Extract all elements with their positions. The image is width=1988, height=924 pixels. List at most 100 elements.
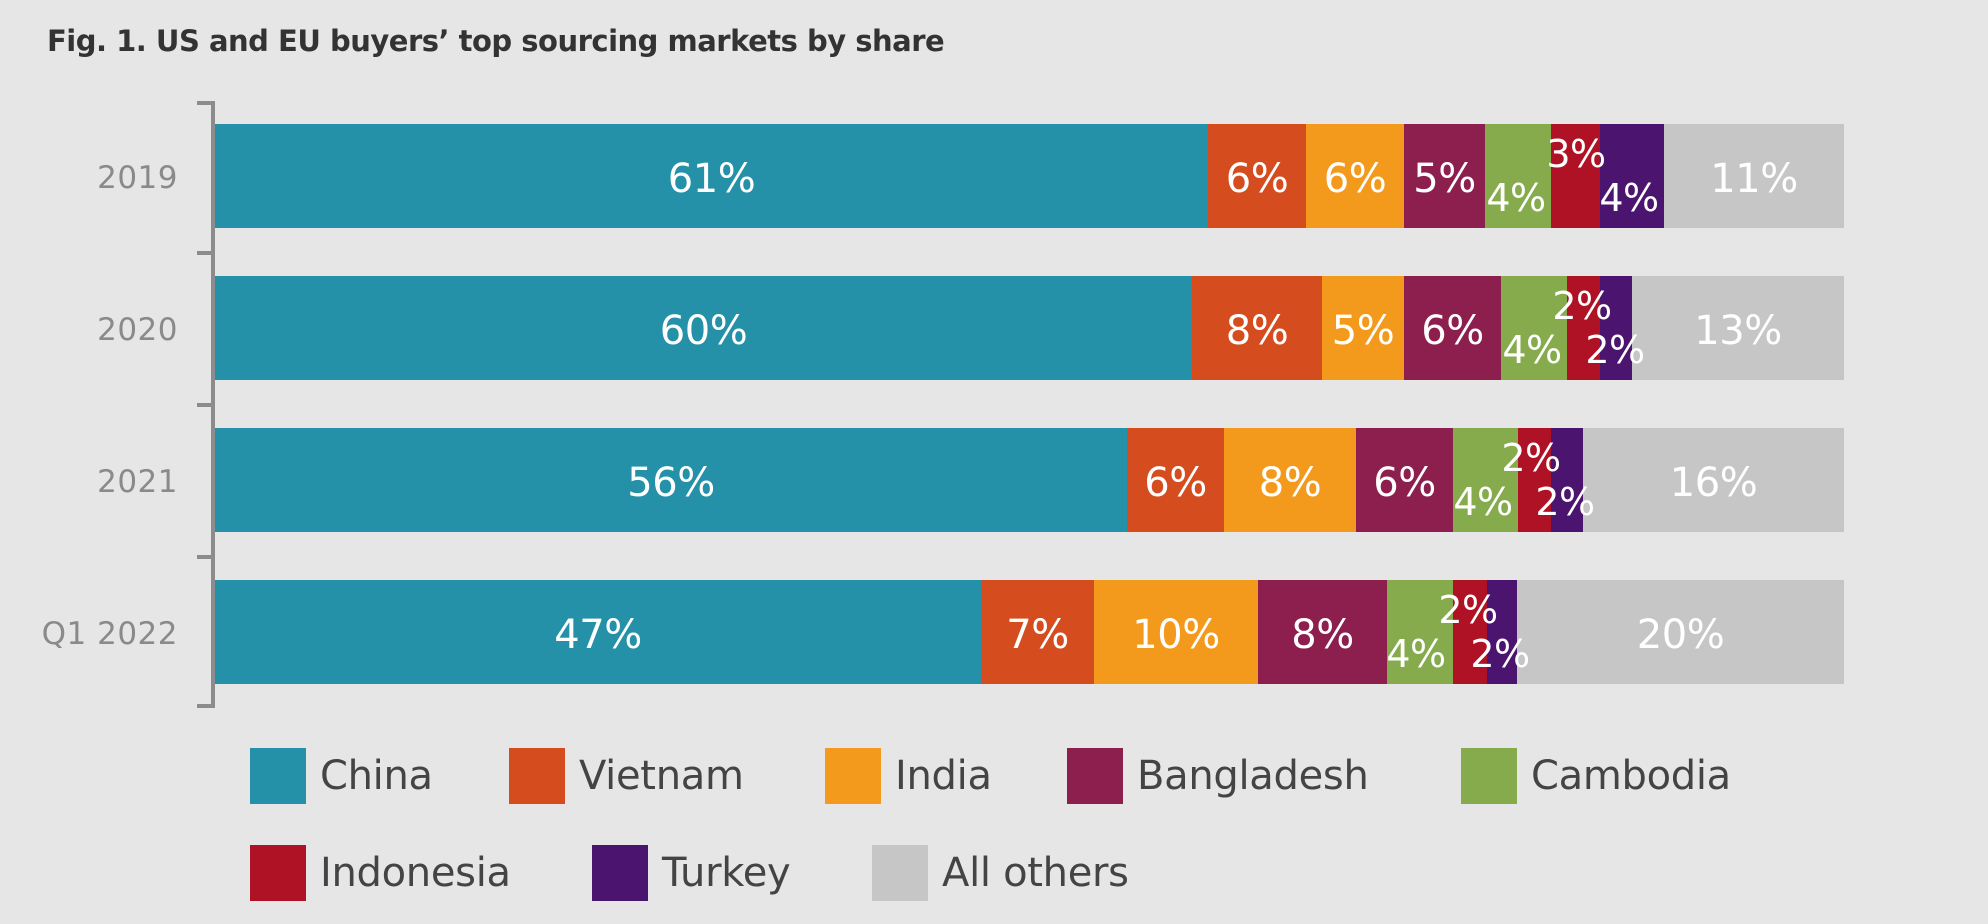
bar-segment-bangladesh[interactable] bbox=[1404, 276, 1501, 380]
bar-segment-china[interactable] bbox=[215, 276, 1192, 380]
bar-row-2019 bbox=[0, 124, 1988, 228]
legend-label: Turkey bbox=[662, 850, 791, 896]
segment-value-label: 2% bbox=[1585, 328, 1645, 372]
bar-segment-turkey[interactable] bbox=[1600, 124, 1664, 228]
legend-label: China bbox=[320, 753, 433, 799]
bar-segment-vietnam[interactable] bbox=[1127, 428, 1224, 532]
bar-segment-bangladesh[interactable] bbox=[1404, 124, 1485, 228]
bar-segment-india[interactable] bbox=[1224, 428, 1356, 532]
legend-swatch-icon bbox=[1067, 748, 1123, 804]
segment-value-label: 4% bbox=[1502, 328, 1562, 372]
bar-segment-cambodia[interactable] bbox=[1453, 428, 1518, 532]
segment-value-label: 6% bbox=[1373, 460, 1436, 506]
segment-value-label: 2% bbox=[1552, 284, 1612, 328]
bar-segment-cambodia[interactable] bbox=[1485, 124, 1551, 228]
segment-value-label: 8% bbox=[1258, 460, 1322, 506]
legend-item-india[interactable]: India bbox=[825, 748, 992, 804]
bar-segment-bangladesh[interactable] bbox=[1258, 580, 1387, 684]
bar-row-2020 bbox=[0, 276, 1988, 380]
bar-segment-vietnam[interactable] bbox=[1192, 276, 1322, 380]
bar-segment-indonesia[interactable] bbox=[1551, 124, 1600, 228]
bar-segment-china[interactable] bbox=[215, 124, 1208, 228]
segment-value-label: 4% bbox=[1486, 176, 1546, 220]
bar-segment-china[interactable] bbox=[215, 580, 981, 684]
legend-item-all-others[interactable]: All others bbox=[872, 845, 1129, 901]
segment-value-label: 60% bbox=[659, 308, 748, 354]
chart-title: Fig. 1. US and EU buyers’ top sourcing m… bbox=[47, 24, 945, 58]
bar-segment-china[interactable] bbox=[215, 428, 1127, 532]
segment-value-label: 2% bbox=[1470, 632, 1530, 676]
bar-segment-cambodia[interactable] bbox=[1501, 276, 1567, 380]
bar-segment-bangladesh[interactable] bbox=[1356, 428, 1453, 532]
segment-value-label: 7% bbox=[1006, 612, 1069, 658]
legend-label: Vietnam bbox=[579, 753, 744, 799]
legend-swatch-icon bbox=[250, 748, 306, 804]
segment-value-label: 13% bbox=[1694, 308, 1782, 354]
segment-value-label: 61% bbox=[667, 156, 756, 202]
bar-segment-india[interactable] bbox=[1322, 276, 1404, 380]
bar-segment-indonesia[interactable] bbox=[1453, 580, 1487, 684]
legend-label: India bbox=[895, 753, 992, 799]
segment-value-label: 5% bbox=[1331, 308, 1395, 354]
legend-swatch-icon bbox=[250, 845, 306, 901]
bar-segment-cambodia[interactable] bbox=[1387, 580, 1453, 684]
segment-value-label: 2% bbox=[1438, 588, 1498, 632]
bar-segment-turkey[interactable] bbox=[1600, 276, 1632, 380]
segment-value-label: 3% bbox=[1546, 132, 1606, 176]
segment-value-label: 6% bbox=[1323, 156, 1387, 202]
segment-value-label: 4% bbox=[1386, 632, 1446, 676]
legend-swatch-icon bbox=[509, 748, 565, 804]
bar-segment-all-others[interactable] bbox=[1632, 276, 1844, 380]
bar-segment-india[interactable] bbox=[1094, 580, 1258, 684]
legend-item-bangladesh[interactable]: Bangladesh bbox=[1067, 748, 1369, 804]
bar-segment-vietnam[interactable] bbox=[1208, 124, 1306, 228]
legend-swatch-icon bbox=[825, 748, 881, 804]
y-axis-tick bbox=[197, 555, 215, 559]
category-label: 2020 bbox=[97, 312, 178, 348]
legend-item-indonesia[interactable]: Indonesia bbox=[250, 845, 511, 901]
bar-segment-turkey[interactable] bbox=[1487, 580, 1517, 684]
segment-value-label: 11% bbox=[1710, 156, 1798, 202]
segment-value-label: 2% bbox=[1535, 480, 1595, 524]
legend-swatch-icon bbox=[872, 845, 928, 901]
bar-segment-vietnam[interactable] bbox=[981, 580, 1094, 684]
segment-value-label: 47% bbox=[554, 612, 642, 658]
segment-value-label: 4% bbox=[1453, 480, 1513, 524]
segment-value-label: 6% bbox=[1421, 308, 1484, 354]
segment-value-label: 20% bbox=[1636, 612, 1725, 658]
bar-segment-all-others[interactable] bbox=[1583, 428, 1844, 532]
legend-item-china[interactable]: China bbox=[250, 748, 433, 804]
bar-row-2021 bbox=[0, 428, 1988, 532]
bar-segment-india[interactable] bbox=[1306, 124, 1404, 228]
bar-segment-indonesia[interactable] bbox=[1518, 428, 1551, 532]
bar-segment-indonesia[interactable] bbox=[1567, 276, 1600, 380]
legend-swatch-icon bbox=[592, 845, 648, 901]
legend-swatch-icon bbox=[1461, 748, 1517, 804]
category-label: 2021 bbox=[97, 464, 178, 500]
segment-value-label: 16% bbox=[1669, 460, 1758, 506]
segment-value-label: 8% bbox=[1291, 612, 1354, 658]
segment-value-label: 56% bbox=[627, 460, 715, 506]
bar-row-q1-2022 bbox=[0, 580, 1988, 684]
bar-segment-all-others[interactable] bbox=[1517, 580, 1844, 684]
legend-label: Bangladesh bbox=[1137, 753, 1369, 799]
segment-value-label: 6% bbox=[1225, 156, 1289, 202]
legend-item-vietnam[interactable]: Vietnam bbox=[509, 748, 744, 804]
category-label: 2019 bbox=[97, 160, 178, 196]
segment-value-label: 6% bbox=[1144, 460, 1207, 506]
bar-segment-turkey[interactable] bbox=[1551, 428, 1583, 532]
bar-segment-all-others[interactable] bbox=[1664, 124, 1844, 228]
y-axis-tick bbox=[197, 251, 215, 255]
legend-item-cambodia[interactable]: Cambodia bbox=[1461, 748, 1731, 804]
segment-value-label: 5% bbox=[1413, 156, 1476, 202]
y-axis-tick bbox=[197, 403, 215, 407]
legend-label: All others bbox=[942, 850, 1129, 896]
category-label: Q1 2022 bbox=[41, 616, 178, 652]
y-axis-tick bbox=[197, 101, 215, 105]
segment-value-label: 4% bbox=[1599, 176, 1659, 220]
segment-value-label: 8% bbox=[1225, 308, 1289, 354]
legend-item-turkey[interactable]: Turkey bbox=[592, 845, 791, 901]
segment-value-label: 10% bbox=[1132, 612, 1220, 658]
legend-label: Cambodia bbox=[1531, 753, 1731, 799]
legend-label: Indonesia bbox=[320, 850, 511, 896]
